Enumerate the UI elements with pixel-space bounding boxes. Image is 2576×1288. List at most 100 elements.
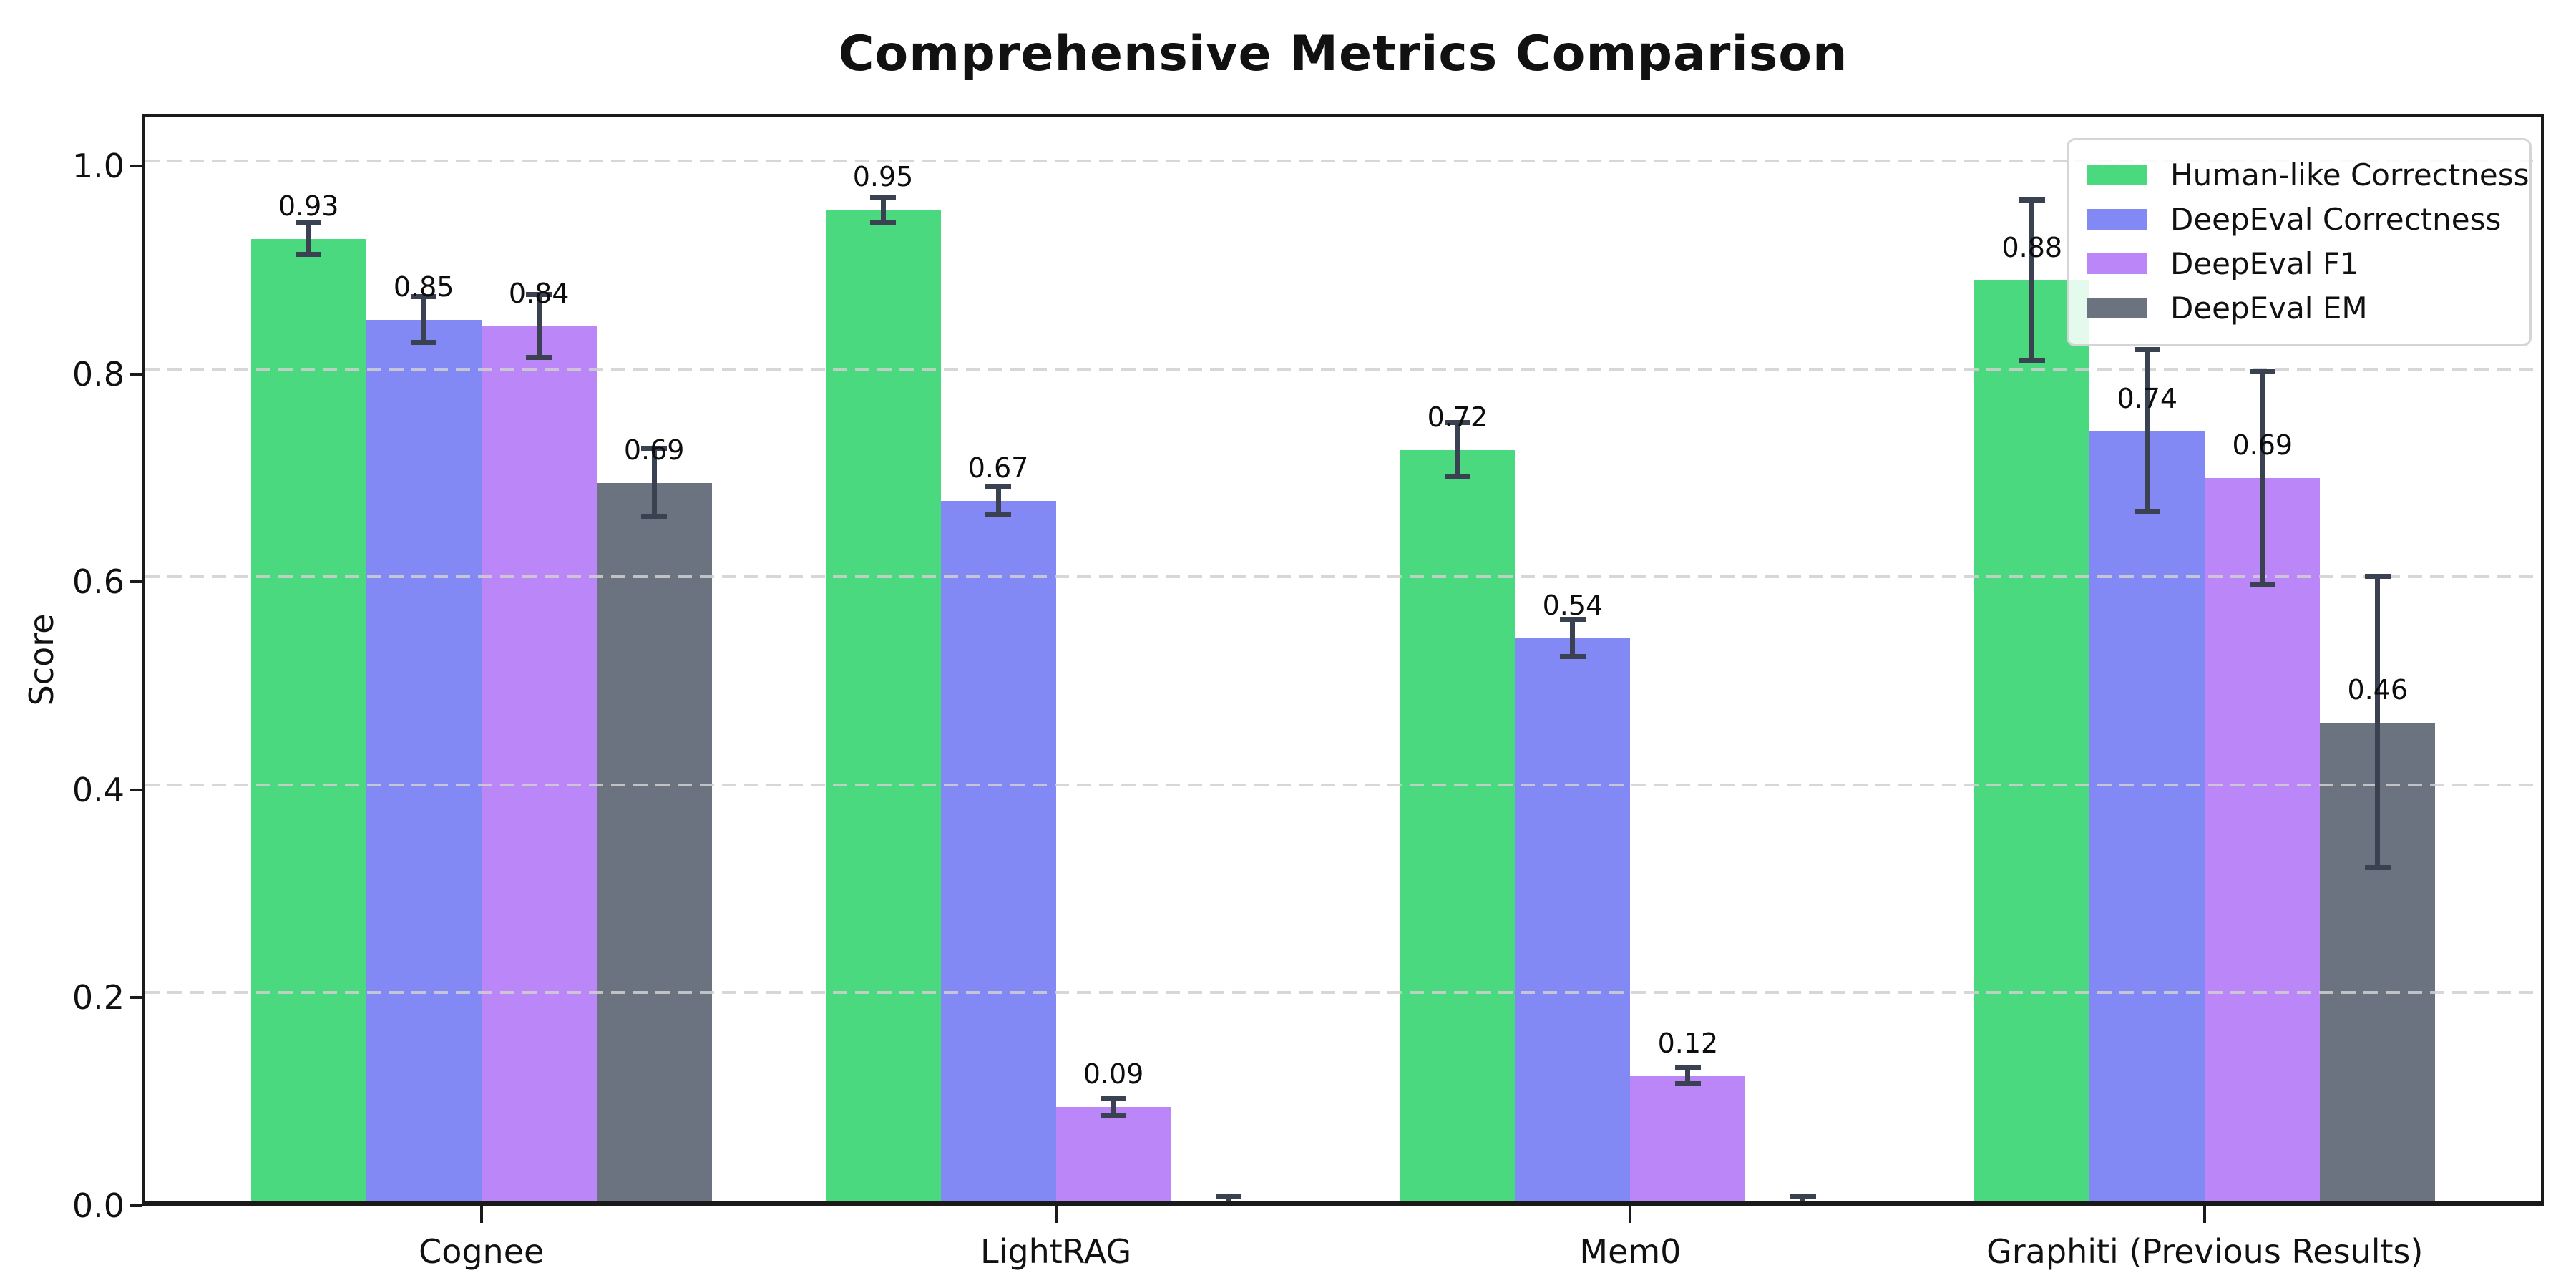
legend-swatch-deepeval-em: [2087, 297, 2147, 318]
x-tick-mark-cognee: [479, 1206, 483, 1223]
y-tick-mark-0.8: [130, 372, 142, 376]
error-cap-top-cognee-human-like-correctness: [296, 220, 322, 225]
gridline-0.2: [145, 991, 2541, 995]
x-tick-label-mem0: Mem0: [1579, 1232, 1682, 1271]
error-cap-top-lightrag-deepeval-f1: [1101, 1096, 1127, 1101]
y-tick-mark-0.0: [130, 1204, 142, 1207]
y-tick-mark-0.2: [130, 996, 142, 1000]
error-cap-bottom-graphiti-previous-results-deepeval-correctness: [2134, 509, 2160, 514]
y-tick-label-0.2: 0.2: [72, 978, 125, 1018]
gridline-1: [145, 160, 2541, 162]
error-bar-cognee-deepeval-em: [651, 449, 657, 517]
error-cap-bottom-lightrag-deepeval-f1: [1101, 1113, 1127, 1118]
y-tick-mark-0.6: [130, 580, 142, 584]
error-cap-bottom-graphiti-previous-results-human-like-correctness: [2019, 358, 2045, 363]
error-bar-lightrag-deepeval-em: [1226, 1196, 1231, 1201]
error-cap-bottom-mem0-deepeval-correctness: [1559, 654, 1586, 659]
error-bar-graphiti-previous-results-deepeval-f1: [2260, 371, 2265, 585]
value-label-lightrag-deepeval-f1: 0.09: [1083, 1058, 1144, 1090]
error-cap-top-graphiti-previous-results-human-like-correctness: [2019, 197, 2045, 203]
bar-cognee-deepeval-correctness: [366, 320, 482, 1201]
error-cap-top-cognee-deepeval-f1: [526, 292, 552, 297]
bar-graphiti-previous-results-human-like-correctness: [1974, 280, 2090, 1201]
error-bar-lightrag-human-like-correctness: [880, 197, 886, 223]
error-bar-mem0-human-like-correctness: [1455, 423, 1460, 477]
error-cap-bottom-cognee-deepeval-correctness: [411, 340, 437, 345]
value-label-mem0-deepeval-f1: 0.12: [1657, 1028, 1719, 1059]
error-bar-mem0-deepeval-em: [1800, 1196, 1806, 1201]
legend-label-human-like-correctness: Human-like Correctness: [2170, 157, 2529, 192]
error-cap-bottom-cognee-human-like-correctness: [296, 252, 322, 257]
value-label-cognee-deepeval-em: 0.69: [623, 434, 685, 466]
value-label-graphiti-previous-results-deepeval-f1: 0.69: [2232, 429, 2293, 461]
bar-mem0-human-like-correctness: [1400, 450, 1516, 1201]
y-tick-label-0.8: 0.8: [72, 354, 125, 394]
legend-swatch-deepeval-f1: [2087, 253, 2147, 274]
error-cap-top-mem0-deepeval-correctness: [1559, 617, 1586, 622]
value-label-cognee-deepeval-f1: 0.84: [508, 278, 570, 309]
error-bar-mem0-deepeval-f1: [1685, 1068, 1691, 1084]
bar-cognee-deepeval-em: [596, 483, 712, 1201]
error-cap-bottom-graphiti-previous-results-deepeval-em: [2364, 865, 2391, 870]
legend: Human-like Correctness DeepEval Correctne…: [2067, 138, 2532, 346]
legend-item-deepeval-correctness: DeepEval Correctness: [2087, 197, 2512, 241]
gridline-0.6: [145, 575, 2541, 579]
legend-swatch-human-like-correctness: [2087, 164, 2147, 185]
y-tick-mark-1.0: [130, 165, 142, 167]
value-label-graphiti-previous-results-deepeval-correctness: 0.74: [2117, 383, 2178, 414]
bar-graphiti-previous-results-deepeval-f1: [2205, 478, 2321, 1201]
error-cap-bottom-lightrag-deepeval-correctness: [985, 512, 1012, 517]
bar-lightrag-deepeval-correctness: [940, 501, 1056, 1201]
bar-mem0-deepeval-f1: [1630, 1076, 1746, 1201]
value-label-graphiti-previous-results-human-like-correctness: 0.88: [2001, 232, 2063, 263]
y-tick-label-0.6: 0.6: [72, 562, 125, 602]
value-label-lightrag-deepeval-correctness: 0.67: [967, 452, 1029, 484]
x-tick-mark-mem0: [1629, 1206, 1632, 1223]
error-bar-graphiti-previous-results-deepeval-em: [2375, 577, 2381, 868]
error-bar-lightrag-deepeval-correctness: [995, 487, 1001, 514]
bar-mem0-deepeval-correctness: [1515, 638, 1631, 1201]
value-label-mem0-deepeval-correctness: 0.54: [1542, 590, 1604, 621]
error-cap-top-lightrag-human-like-correctness: [870, 195, 897, 200]
y-axis-title: Score: [22, 613, 61, 706]
error-cap-bottom-mem0-human-like-correctness: [1444, 474, 1470, 479]
error-cap-bottom-cognee-deepeval-em: [641, 514, 668, 519]
error-cap-top-graphiti-previous-results-deepeval-f1: [2249, 369, 2275, 374]
error-cap-top-lightrag-deepeval-correctness: [985, 484, 1012, 489]
x-tick-mark-lightrag: [1054, 1206, 1058, 1223]
legend-label-deepeval-f1: DeepEval F1: [2170, 245, 2359, 281]
error-cap-top-cognee-deepeval-correctness: [411, 294, 437, 299]
error-bar-graphiti-previous-results-human-like-correctness: [2029, 200, 2035, 361]
legend-label-deepeval-correctness: DeepEval Correctness: [2170, 201, 2502, 237]
value-label-lightrag-human-like-correctness: 0.95: [852, 161, 914, 192]
error-cap-top-mem0-deepeval-f1: [1674, 1065, 1701, 1070]
bar-cognee-deepeval-f1: [481, 326, 597, 1201]
error-bar-cognee-deepeval-f1: [536, 296, 542, 358]
error-cap-bottom-mem0-deepeval-f1: [1674, 1081, 1701, 1086]
legend-item-deepeval-em: DeepEval EM: [2087, 286, 2512, 330]
error-bar-cognee-human-like-correctness: [306, 223, 311, 255]
y-tick-label-1.0: 1.0: [72, 147, 125, 185]
x-tick-mark-graphiti-previous-results: [2203, 1206, 2207, 1223]
error-cap-top-graphiti-previous-results-deepeval-em: [2364, 574, 2391, 579]
chart-title: Comprehensive Metrics Comparison: [838, 26, 1848, 82]
gridline-0.8: [145, 367, 2541, 371]
error-cap-top-lightrag-deepeval-em: [1216, 1194, 1242, 1199]
error-bar-mem0-deepeval-correctness: [1570, 620, 1576, 657]
error-cap-top-cognee-deepeval-em: [641, 446, 668, 451]
error-cap-top-mem0-deepeval-em: [1790, 1194, 1816, 1199]
x-tick-label-cognee: Cognee: [419, 1232, 545, 1271]
legend-label-deepeval-em: DeepEval EM: [2170, 290, 2368, 326]
error-bar-graphiti-previous-results-deepeval-correctness: [2145, 350, 2150, 512]
legend-swatch-deepeval-correctness: [2087, 208, 2147, 230]
y-tick-mark-0.4: [130, 788, 142, 791]
value-label-cognee-deepeval-correctness: 0.85: [393, 271, 454, 303]
gridline-0.4: [145, 783, 2541, 786]
error-bar-lightrag-deepeval-f1: [1111, 1099, 1116, 1116]
bar-graphiti-previous-results-deepeval-correctness: [2089, 431, 2205, 1201]
bar-lightrag-human-like-correctness: [825, 210, 941, 1201]
x-tick-label-graphiti-previous-results: Graphiti (Previous Results): [1986, 1232, 2424, 1271]
x-tick-label-lightrag: LightRAG: [980, 1232, 1132, 1271]
value-label-mem0-human-like-correctness: 0.72: [1427, 401, 1488, 433]
